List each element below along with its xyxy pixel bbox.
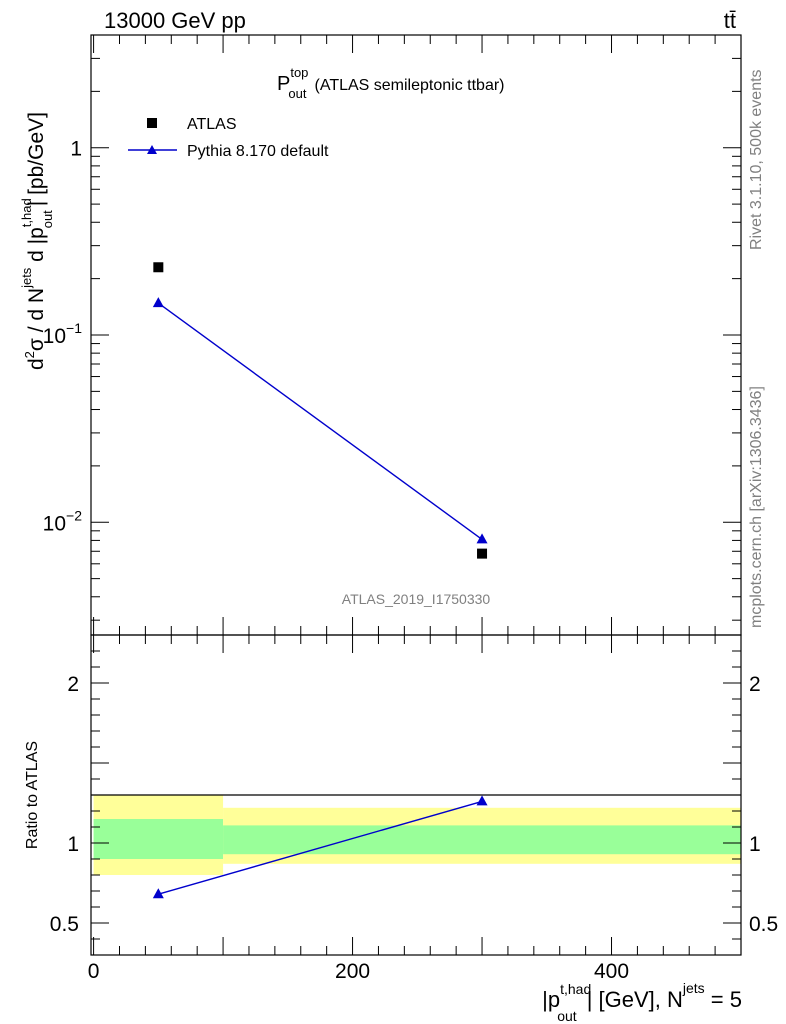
ratio-y-tick-label-left: 0.5 — [50, 913, 79, 936]
legend-atlas-marker — [147, 118, 157, 128]
ratio-y-tick-label-right: 0.5 — [749, 913, 778, 936]
energy-label: 13000 GeV pp — [104, 8, 246, 33]
process-label: tt̄ — [724, 8, 736, 33]
mcplots-label: mcplots.cern.ch [arXiv:1306.3436] — [748, 386, 765, 628]
atlas-point — [153, 262, 164, 273]
ratio-inner-band — [223, 825, 741, 855]
main-y-tick-label: 1 — [70, 138, 82, 161]
ratio-pythia-point — [476, 795, 488, 806]
ratio-ticks — [91, 634, 742, 955]
ratio-frame — [90, 634, 742, 956]
pythia-point — [476, 533, 488, 544]
ratio-y-axis-label: Ratio to ATLAS — [24, 741, 41, 849]
x-axis-label: |pt,had out| [GeV], Njets = 5 — [542, 980, 742, 1024]
ratio-y-tick-label-left: 2 — [67, 673, 79, 696]
ratio-panel: 0.5 0.5 1 1 2 2 0 200 400 Ratio to ATLAS |pt,had… — [24, 634, 778, 1024]
x-tick-label: 200 — [335, 960, 370, 983]
main-y-tick-label: 10−2 — [43, 507, 83, 535]
main-series — [152, 262, 488, 559]
main-ticks — [91, 34, 742, 635]
legend-atlas-label: ATLAS — [187, 116, 237, 133]
x-tick-label: 400 — [594, 960, 629, 983]
main-y-axis-label: d2σ / d Njets d |pt,had out| [pb/GeV] — [19, 112, 55, 370]
analysis-watermark: ATLAS_2019_I1750330 — [342, 591, 491, 607]
legend-pythia-marker — [147, 145, 157, 154]
ratio-inner-band — [93, 819, 224, 859]
main-panel: 1 10−1 10−2 Ptop out (ATLAS semileptonic ttb… — [19, 34, 742, 636]
pythia-line — [157, 302, 483, 540]
ratio-tick-labels: 0.5 0.5 1 1 2 2 0 200 400 — [50, 673, 778, 983]
ratio-y-tick-label-right: 1 — [749, 833, 761, 856]
pythia-point — [152, 297, 164, 308]
rivet-label: Rivet 3.1.10, 500k events — [748, 69, 765, 250]
main-y-tick-label: 10−1 — [43, 320, 83, 348]
ratio-bands — [93, 795, 741, 875]
legend-pythia-label: Pythia 8.170 default — [187, 143, 329, 160]
ratio-y-tick-label-left: 1 — [67, 833, 79, 856]
ratio-y-tick-label-right: 2 — [749, 673, 761, 696]
ratio-series — [152, 795, 488, 899]
x-tick-label: 0 — [88, 960, 100, 983]
atlas-point — [477, 548, 488, 559]
ratio-pythia-line — [158, 800, 483, 895]
ratio-pythia-point — [152, 888, 164, 899]
main-y-tick-labels: 1 10−1 10−2 — [43, 138, 83, 536]
main-title: Ptop out (ATLAS semileptonic ttbar) — [277, 65, 505, 101]
